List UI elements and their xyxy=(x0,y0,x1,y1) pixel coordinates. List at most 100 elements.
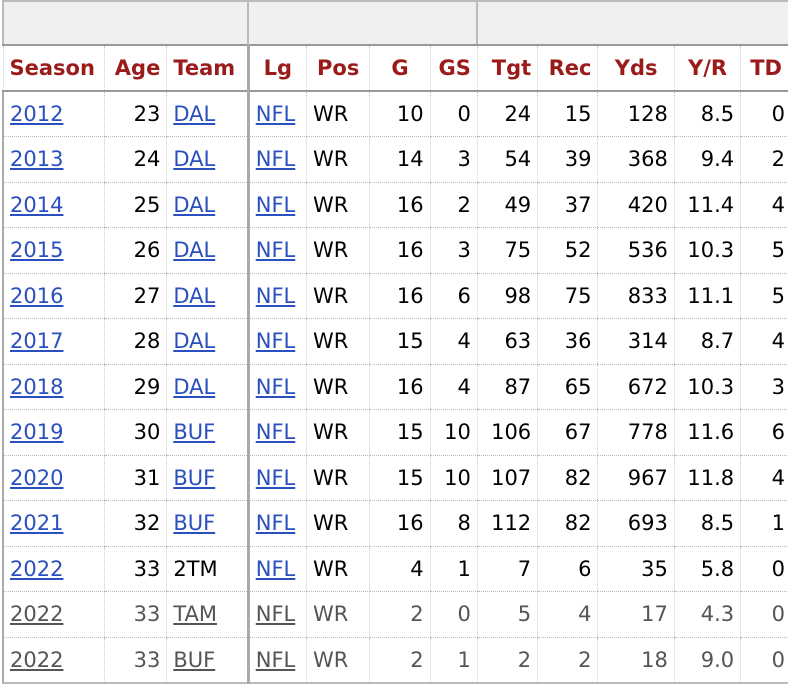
col-header-gs[interactable]: GS xyxy=(429,45,478,92)
games-started-cell: 4 xyxy=(429,364,478,410)
team-link[interactable]: BUF xyxy=(173,647,216,672)
season-cell: 2022 xyxy=(2,591,105,638)
league-link[interactable]: NFL xyxy=(255,602,296,627)
league-link[interactable]: NFL xyxy=(255,556,296,581)
yards-per-reception-cell: 11.1 xyxy=(673,273,741,319)
games-started-cell: 3 xyxy=(429,136,478,183)
table-row: 2019 30 BUF NFL WR 15 10 106 67 778 11.6 6 xyxy=(2,409,788,456)
age-cell: 30 xyxy=(103,409,167,456)
team-link[interactable]: DAL xyxy=(173,374,216,399)
col-header-g[interactable]: G xyxy=(369,45,431,92)
position-cell: WR xyxy=(306,637,370,684)
col-header-lg[interactable]: Lg xyxy=(247,45,307,92)
team-cell: BUF xyxy=(166,637,250,684)
league-link[interactable]: NFL xyxy=(255,329,296,354)
season-link[interactable]: 2018 xyxy=(10,374,64,399)
league-cell: NFL xyxy=(247,318,307,365)
receptions-cell: 15 xyxy=(537,91,598,137)
team-link[interactable]: BUF xyxy=(173,511,216,536)
col-header-rec[interactable]: Rec xyxy=(537,45,598,92)
receptions-cell: 82 xyxy=(537,500,598,547)
season-link[interactable]: 2022 xyxy=(10,556,64,581)
yards-cell: 967 xyxy=(597,455,675,501)
receptions-cell: 39 xyxy=(537,136,598,183)
team-link[interactable]: DAL xyxy=(173,329,216,354)
yards-per-reception-cell: 11.4 xyxy=(673,182,741,228)
league-cell: NFL xyxy=(247,500,307,547)
col-header-tgt[interactable]: Tgt xyxy=(476,45,538,92)
league-link[interactable]: NFL xyxy=(255,147,296,172)
age-cell: 31 xyxy=(103,455,167,501)
league-link[interactable]: NFL xyxy=(255,238,296,263)
season-link[interactable]: 2020 xyxy=(10,465,64,490)
team-cell: DAL xyxy=(166,136,250,183)
season-link[interactable]: 2014 xyxy=(10,192,64,217)
games-started-cell: 10 xyxy=(429,455,478,501)
league-link[interactable]: NFL xyxy=(255,647,296,672)
col-header-td[interactable]: TD xyxy=(740,45,788,92)
season-link[interactable]: 2021 xyxy=(10,511,64,536)
yards-cell: 536 xyxy=(597,227,675,274)
position-cell: WR xyxy=(306,136,370,183)
column-header-row: Season Age Team Lg Pos G GS Tgt Rec Yds … xyxy=(2,45,788,92)
receptions-cell: 75 xyxy=(537,273,598,319)
targets-cell: 24 xyxy=(476,91,538,137)
league-link[interactable]: NFL xyxy=(255,420,296,445)
receptions-cell: 37 xyxy=(537,182,598,228)
yards-cell: 778 xyxy=(597,409,675,456)
team-link[interactable]: DAL xyxy=(173,102,216,126)
yards-cell: 35 xyxy=(597,546,675,592)
league-link[interactable]: NFL xyxy=(255,102,296,126)
team-cell: BUF xyxy=(166,500,250,547)
receptions-cell: 82 xyxy=(537,455,598,501)
team-link[interactable]: TAM xyxy=(173,602,217,627)
league-link[interactable]: NFL xyxy=(255,465,296,490)
table-body: 2012 23 DAL NFL WR 10 0 24 15 128 8.5 0 2013 24 DAL NFL… xyxy=(2,91,788,684)
season-link[interactable]: 2016 xyxy=(10,283,64,308)
games-cell: 10 xyxy=(369,91,431,137)
team-link[interactable]: DAL xyxy=(173,283,216,308)
targets-cell: 75 xyxy=(476,227,538,274)
team-link[interactable]: DAL xyxy=(173,238,216,263)
col-header-yds[interactable]: Yds xyxy=(597,45,675,92)
season-link[interactable]: 2022 xyxy=(10,647,64,672)
games-cell: 15 xyxy=(369,409,431,456)
season-link[interactable]: 2015 xyxy=(10,238,64,263)
team-cell: DAL xyxy=(166,91,250,137)
team-link[interactable]: BUF xyxy=(173,465,216,490)
games-cell: 2 xyxy=(369,637,431,684)
age-cell: 29 xyxy=(103,364,167,410)
touchdowns-cell: 3 xyxy=(740,364,788,410)
touchdowns-cell: 0 xyxy=(740,546,788,592)
touchdowns-cell: 4 xyxy=(740,182,788,228)
team-cell: DAL xyxy=(166,273,250,319)
targets-cell: 5 xyxy=(476,591,538,638)
col-header-age[interactable]: Age xyxy=(103,45,167,92)
league-link[interactable]: NFL xyxy=(255,192,296,217)
season-link[interactable]: 2012 xyxy=(10,102,64,126)
league-link[interactable]: NFL xyxy=(255,374,296,399)
season-link[interactable]: 2013 xyxy=(10,147,64,172)
league-link[interactable]: NFL xyxy=(255,283,296,308)
season-cell: 2013 xyxy=(2,136,105,183)
team-cell: DAL xyxy=(166,364,250,410)
league-cell: NFL xyxy=(247,273,307,319)
season-link[interactable]: 2019 xyxy=(10,420,64,445)
targets-cell: 87 xyxy=(476,364,538,410)
season-link[interactable]: 2022 xyxy=(10,602,64,627)
col-header-season[interactable]: Season xyxy=(2,45,105,92)
season-link[interactable]: 2017 xyxy=(10,329,64,354)
league-link[interactable]: NFL xyxy=(255,511,296,536)
team-link[interactable]: DAL xyxy=(173,192,216,217)
col-header-team[interactable]: Team xyxy=(166,45,250,92)
season-cell: 2015 xyxy=(2,227,105,274)
col-header-ypr[interactable]: Y/R xyxy=(673,45,741,92)
games-started-cell: 0 xyxy=(429,91,478,137)
games-started-cell: 1 xyxy=(429,546,478,592)
col-header-pos[interactable]: Pos xyxy=(306,45,370,92)
games-cell: 14 xyxy=(369,136,431,183)
team-link[interactable]: BUF xyxy=(173,420,216,445)
team-link[interactable]: DAL xyxy=(173,147,216,172)
games-started-cell: 8 xyxy=(429,500,478,547)
yards-cell: 17 xyxy=(597,591,675,638)
